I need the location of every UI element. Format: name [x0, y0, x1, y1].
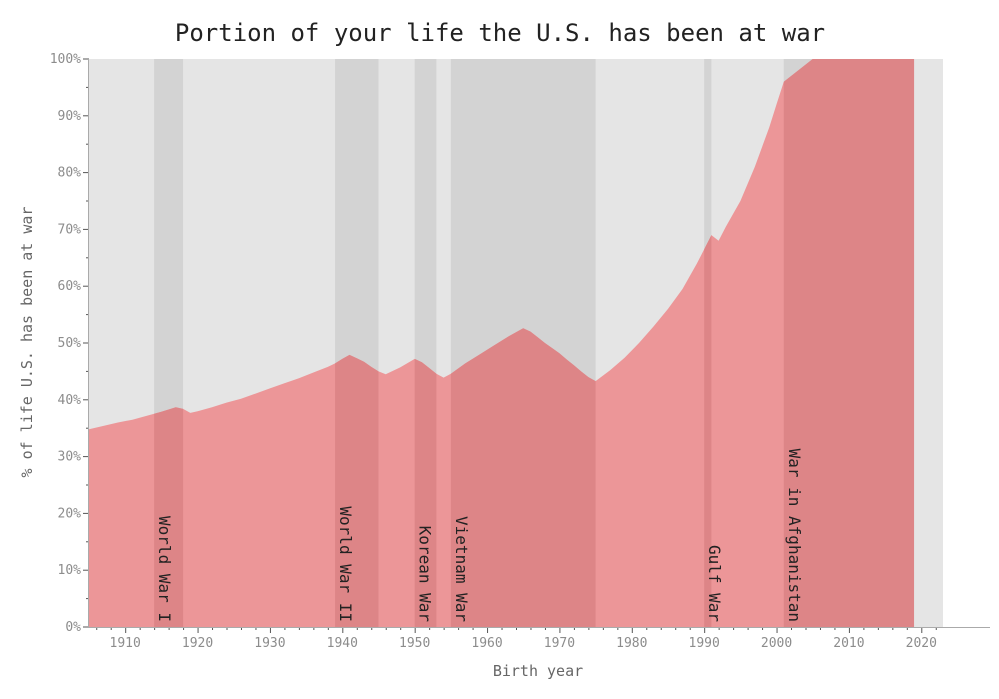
war-label: War in Afghanistan — [785, 449, 804, 622]
x-tick-label: 1930 — [254, 636, 285, 651]
x-tick-label: 1940 — [327, 636, 358, 651]
y-tick-label: 30% — [58, 450, 82, 465]
y-tick-label: 50% — [58, 336, 82, 351]
y-tick-label: 10% — [58, 563, 82, 578]
x-tick-label: 1910 — [110, 636, 141, 651]
war-label: World War II — [336, 506, 355, 622]
x-tick-label: 2020 — [906, 636, 937, 651]
y-tick-label: 40% — [58, 393, 82, 408]
war-area-overlay — [783, 59, 915, 627]
war-label: World War I — [155, 516, 174, 622]
war-area-overlay — [704, 59, 712, 627]
x-tick-label: 1970 — [544, 636, 575, 651]
y-tick-label: 90% — [58, 109, 82, 124]
y-tick-label: 20% — [58, 506, 82, 521]
war-label: Korean War — [416, 526, 435, 623]
x-axis-label: Birth year — [493, 662, 583, 680]
x-tick-label: 1920 — [182, 636, 213, 651]
y-axis-label: % of life U.S. has been at war — [18, 207, 36, 478]
x-tick-label: 2010 — [833, 636, 864, 651]
y-tick-label: 0% — [65, 620, 81, 635]
x-tick-label: 1960 — [471, 636, 502, 651]
chart-title: Portion of your life the U.S. has been a… — [175, 19, 825, 47]
y-tick-label: 60% — [58, 279, 82, 294]
y-tick-label: 70% — [58, 222, 82, 237]
x-tick-label: 2000 — [761, 636, 792, 651]
y-tick-label: 80% — [58, 166, 82, 181]
y-tick-label: 100% — [50, 52, 81, 67]
x-tick-label: 1980 — [616, 636, 647, 651]
x-tick-label: 1990 — [689, 636, 720, 651]
war-label: Vietnam War — [452, 516, 471, 622]
war-label: Gulf War — [705, 545, 724, 622]
x-tick-label: 1950 — [399, 636, 430, 651]
